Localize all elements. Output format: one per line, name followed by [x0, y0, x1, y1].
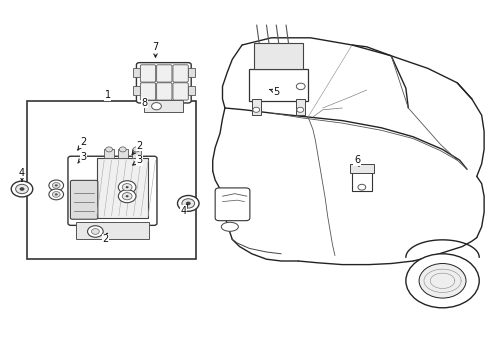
Bar	[351, 169, 371, 191]
Bar	[251, 99, 260, 115]
Circle shape	[357, 184, 365, 190]
FancyBboxPatch shape	[136, 63, 191, 103]
Circle shape	[105, 147, 112, 152]
Text: 3: 3	[78, 152, 86, 163]
Circle shape	[16, 184, 28, 194]
Circle shape	[418, 264, 465, 298]
Text: 6: 6	[353, 155, 359, 166]
Bar	[144, 100, 183, 112]
FancyBboxPatch shape	[70, 180, 98, 219]
Circle shape	[296, 83, 305, 90]
Text: 2: 2	[78, 137, 86, 150]
FancyBboxPatch shape	[215, 188, 249, 221]
Bar	[133, 86, 140, 95]
Circle shape	[133, 147, 140, 152]
Circle shape	[252, 107, 259, 112]
Bar	[76, 222, 149, 239]
Circle shape	[52, 183, 60, 188]
Text: 1: 1	[104, 90, 110, 100]
FancyBboxPatch shape	[140, 83, 155, 100]
Bar	[104, 149, 114, 158]
Text: 2: 2	[132, 141, 142, 154]
FancyBboxPatch shape	[156, 83, 172, 100]
Circle shape	[125, 195, 128, 197]
Circle shape	[182, 199, 194, 208]
Circle shape	[122, 193, 132, 200]
Circle shape	[87, 226, 103, 237]
Ellipse shape	[221, 222, 238, 231]
Bar	[249, 69, 307, 101]
Text: 8: 8	[141, 98, 147, 108]
Bar	[131, 149, 141, 158]
Text: 7: 7	[152, 42, 158, 57]
Bar	[349, 164, 373, 173]
Bar	[188, 68, 194, 77]
Circle shape	[296, 107, 303, 112]
Circle shape	[52, 192, 60, 197]
Circle shape	[405, 254, 478, 308]
Bar	[97, 158, 148, 218]
FancyBboxPatch shape	[156, 65, 172, 82]
Bar	[254, 43, 303, 69]
Circle shape	[55, 193, 58, 195]
Text: 4: 4	[180, 204, 187, 216]
Circle shape	[151, 103, 161, 110]
Circle shape	[118, 181, 136, 194]
Circle shape	[122, 184, 132, 191]
Circle shape	[91, 229, 99, 234]
Bar	[118, 149, 127, 158]
Circle shape	[49, 189, 63, 200]
FancyBboxPatch shape	[173, 83, 188, 100]
FancyBboxPatch shape	[140, 65, 155, 82]
Circle shape	[119, 147, 126, 152]
Bar	[133, 68, 140, 77]
Circle shape	[185, 202, 190, 205]
Circle shape	[20, 187, 24, 191]
Bar	[188, 86, 194, 95]
Circle shape	[11, 181, 33, 197]
Circle shape	[49, 180, 63, 191]
Circle shape	[125, 186, 128, 188]
FancyBboxPatch shape	[173, 65, 188, 82]
FancyBboxPatch shape	[68, 156, 157, 225]
Text: 4: 4	[19, 168, 25, 181]
Text: 5: 5	[269, 87, 279, 97]
Circle shape	[118, 190, 136, 203]
Text: 3: 3	[133, 155, 142, 165]
Circle shape	[55, 184, 58, 186]
Bar	[27, 101, 195, 259]
Bar	[295, 99, 304, 115]
Circle shape	[177, 195, 199, 211]
Text: 2: 2	[102, 233, 108, 244]
